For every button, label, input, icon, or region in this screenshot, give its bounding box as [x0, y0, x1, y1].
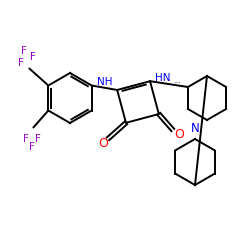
- Text: HN: HN: [155, 73, 171, 83]
- Text: F: F: [30, 52, 36, 62]
- Text: N: N: [191, 122, 200, 135]
- Text: F: F: [18, 58, 24, 68]
- Text: F: F: [22, 46, 27, 56]
- Text: NH: NH: [97, 77, 112, 87]
- Text: F: F: [24, 134, 29, 143]
- Text: F: F: [30, 142, 35, 152]
- Text: O: O: [174, 128, 184, 140]
- Text: O: O: [98, 137, 108, 150]
- Text: F: F: [36, 134, 41, 143]
- Text: ···: ···: [173, 80, 181, 88]
